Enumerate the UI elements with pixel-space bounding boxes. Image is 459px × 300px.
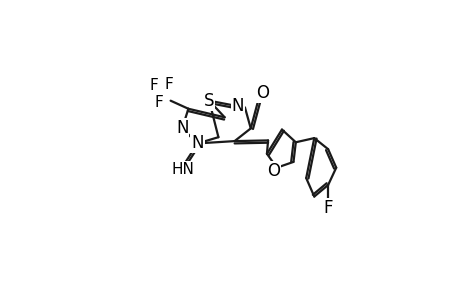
Text: F: F — [149, 78, 158, 93]
Text: O: O — [267, 162, 280, 180]
Text: S: S — [203, 92, 214, 110]
Text: N: N — [191, 134, 203, 152]
Text: N: N — [175, 119, 188, 137]
Text: HN: HN — [171, 162, 194, 177]
Text: O: O — [256, 84, 269, 102]
Text: F: F — [164, 77, 173, 92]
Text: N: N — [231, 98, 244, 116]
Text: F: F — [323, 199, 333, 217]
Text: F: F — [154, 95, 163, 110]
